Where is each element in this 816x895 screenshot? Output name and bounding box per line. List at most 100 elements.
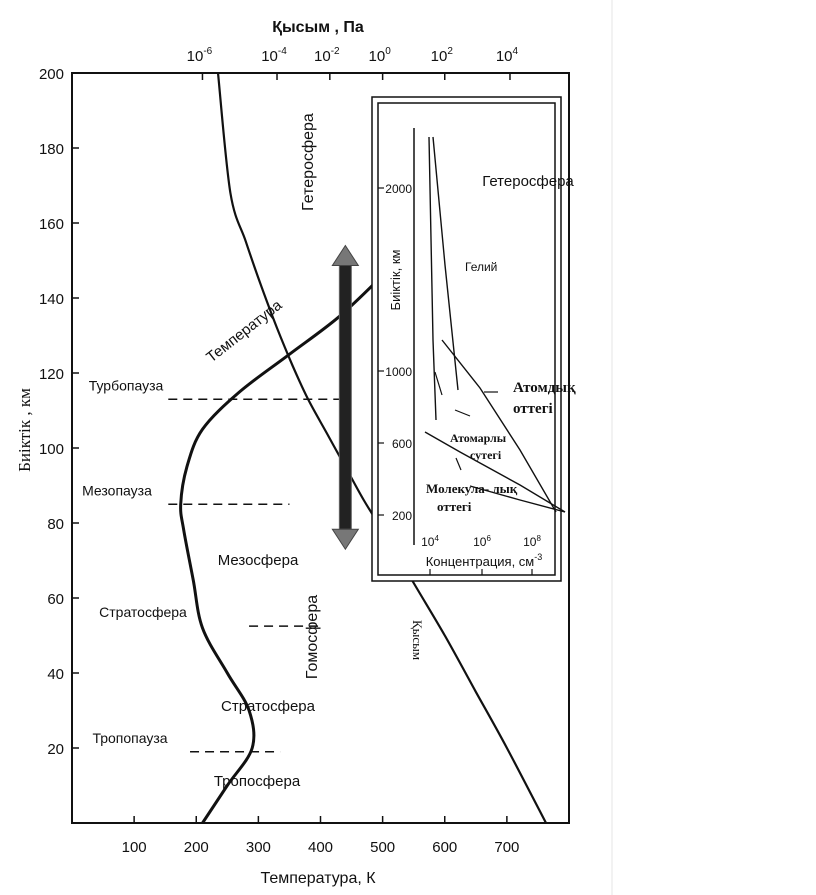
top-tick-label: 104 bbox=[496, 46, 519, 65]
y-tick-label: 160 bbox=[39, 216, 64, 233]
homosphere-heterosphere-arrow bbox=[331, 244, 360, 551]
inset-molecular-oxygen-line1: Молекула- лық bbox=[426, 481, 518, 496]
inset-chart: Гетеросфера Биіктік, км Концентрация, см… bbox=[371, 96, 576, 582]
homosphere-label: Гомосфера bbox=[304, 595, 321, 679]
inset-y-ticks: 200 600 1000 2000 bbox=[378, 182, 412, 523]
x-tick-label: 300 bbox=[246, 839, 271, 856]
inset-hydrogen-pointer bbox=[455, 457, 462, 471]
inset-x-tick-label: 104 bbox=[421, 534, 439, 549]
y-tick-label: 60 bbox=[47, 591, 64, 608]
x-tick-label: 100 bbox=[122, 839, 147, 856]
top-tick-exp: -4 bbox=[278, 46, 287, 57]
inset-y-tick-label: 2000 bbox=[385, 182, 412, 196]
x-ticks: 100 200 300 400 500 600 700 bbox=[122, 816, 519, 856]
mesosphere-label: Мезосфера bbox=[218, 552, 299, 569]
top-tick-label: 10-4 bbox=[261, 46, 287, 65]
inset-x-tick-label: 106 bbox=[473, 534, 491, 549]
top-tick-exp: -6 bbox=[203, 46, 212, 57]
inset-curve-atomic-oxygen bbox=[441, 339, 557, 513]
inset-x-tick-base: 10 bbox=[421, 535, 435, 549]
y-axis-label: Биіктік , км bbox=[15, 388, 34, 472]
top-tick-base: 10 bbox=[187, 48, 204, 65]
top-axis-label: Қысым , Па bbox=[272, 19, 364, 36]
top-tick-base: 10 bbox=[261, 48, 278, 65]
x-tick-label: 600 bbox=[432, 839, 457, 856]
top-tick-exp: 4 bbox=[513, 46, 519, 57]
top-tick-exp: 2 bbox=[447, 46, 453, 57]
y-tick-label: 100 bbox=[39, 441, 64, 458]
inset-outer-frame bbox=[371, 96, 562, 582]
x-tick-label: 700 bbox=[494, 839, 519, 856]
arrow-head-bottom bbox=[331, 528, 360, 551]
series-temperature-line bbox=[179, 274, 384, 824]
inset-curve-helium bbox=[432, 136, 459, 391]
x-tick-label: 400 bbox=[308, 839, 333, 856]
y-tick-label: 140 bbox=[39, 291, 64, 308]
troposphere-label: Тропосфера bbox=[214, 773, 301, 790]
y-tick-label: 200 bbox=[39, 66, 64, 83]
inset-y-axis-label: Биіктік, км bbox=[388, 249, 403, 310]
inset-x-tick-exp: 4 bbox=[434, 534, 439, 543]
inset-curve-a bbox=[428, 136, 437, 421]
top-tick-base: 10 bbox=[431, 48, 448, 65]
inset-x-tick-exp: 8 bbox=[536, 534, 541, 543]
top-tick-label: 102 bbox=[431, 46, 454, 65]
layer-level-label: Мезопауза bbox=[82, 482, 152, 498]
inset-y-tick-label: 200 bbox=[392, 509, 412, 523]
x-axis-label: Температура, К bbox=[260, 870, 376, 887]
inset-curve-atomic-hydrogen bbox=[424, 431, 566, 513]
stratosphere-label: Стратосфера bbox=[221, 698, 316, 715]
inset-atomic-hydrogen-label: Атомарлы сутегі bbox=[450, 431, 507, 462]
inset-x-tick-exp: 6 bbox=[486, 534, 491, 543]
layer-levels: Турбопауза Мезопауза Стратосфера Тропопауза bbox=[82, 377, 340, 753]
top-tick-exp: 0 bbox=[385, 46, 391, 57]
inset-molecular-oxygen-line2: оттегі bbox=[437, 499, 472, 514]
top-tick-label: 100 bbox=[369, 46, 392, 65]
inset-atomic-hydrogen-line1: Атомарлы bbox=[450, 431, 507, 445]
y-tick-label: 120 bbox=[39, 366, 64, 383]
inset-curve-molecular-oxygen bbox=[469, 485, 566, 513]
top-tick-label: 10-2 bbox=[314, 46, 340, 65]
y-tick-label: 20 bbox=[47, 741, 64, 758]
x-tick-label: 500 bbox=[370, 839, 395, 856]
inset-atomic-oxygen-line2: оттегі bbox=[513, 401, 553, 417]
inset-helium-label: Гелий bbox=[465, 260, 497, 274]
inset-y-tick-label: 600 bbox=[392, 437, 412, 451]
inset-x-axis-label-sup: -3 bbox=[534, 552, 542, 562]
x-tick-label: 200 bbox=[184, 839, 209, 856]
layer-level-label: Турбопауза bbox=[89, 377, 164, 393]
inset-molecular-oxygen-label: Молекула- лық оттегі bbox=[426, 481, 518, 514]
inset-x-ticks: 104 106 108 bbox=[421, 534, 541, 575]
inset-x-tick-base: 10 bbox=[523, 535, 537, 549]
inset-curve-a-tick bbox=[434, 371, 443, 396]
inset-atomic-oxygen-line1: Атомдық bbox=[513, 380, 576, 396]
top-tick-label: 10-6 bbox=[187, 46, 213, 65]
y-tick-label: 180 bbox=[39, 141, 64, 158]
inset-title: Гетеросфера bbox=[482, 173, 574, 190]
inset-atomic-hydrogen-line2: сутегі bbox=[470, 448, 502, 462]
pressure-curve-label: Қысым bbox=[410, 620, 425, 660]
layer-level-label: Стратосфера bbox=[99, 604, 187, 620]
y-ticks: 20 40 60 80 100 120 140 160 180 200 bbox=[39, 66, 79, 758]
y-tick-label: 40 bbox=[47, 666, 64, 683]
layer-level-label: Тропопауза bbox=[92, 730, 167, 746]
top-tick-exp: -2 bbox=[331, 46, 340, 57]
heterosphere-label: Гетеросфера bbox=[300, 113, 317, 211]
y-tick-label: 80 bbox=[47, 516, 64, 533]
inset-x-axis-label-text: Концентрация, см bbox=[426, 554, 535, 569]
inset-x-tick-label: 108 bbox=[523, 534, 541, 549]
top-tick-base: 10 bbox=[369, 48, 386, 65]
series-pressure-line bbox=[216, 72, 547, 824]
inset-atomic-oxygen-label: Атомдық оттегі bbox=[513, 380, 576, 417]
inset-y-tick-label: 1000 bbox=[385, 365, 412, 379]
inset-small-pointer bbox=[454, 409, 471, 417]
arrow-shaft bbox=[338, 265, 352, 530]
arrow-head-top bbox=[331, 244, 360, 266]
top-tick-base: 10 bbox=[314, 48, 331, 65]
top-ticks: 10-6 10-4 10-2 100 102 104 bbox=[187, 46, 519, 80]
inset-inner-frame bbox=[377, 102, 556, 576]
top-tick-base: 10 bbox=[496, 48, 513, 65]
inset-x-tick-base: 10 bbox=[473, 535, 487, 549]
inset-x-axis-label: Концентрация, см-3 bbox=[426, 552, 543, 569]
